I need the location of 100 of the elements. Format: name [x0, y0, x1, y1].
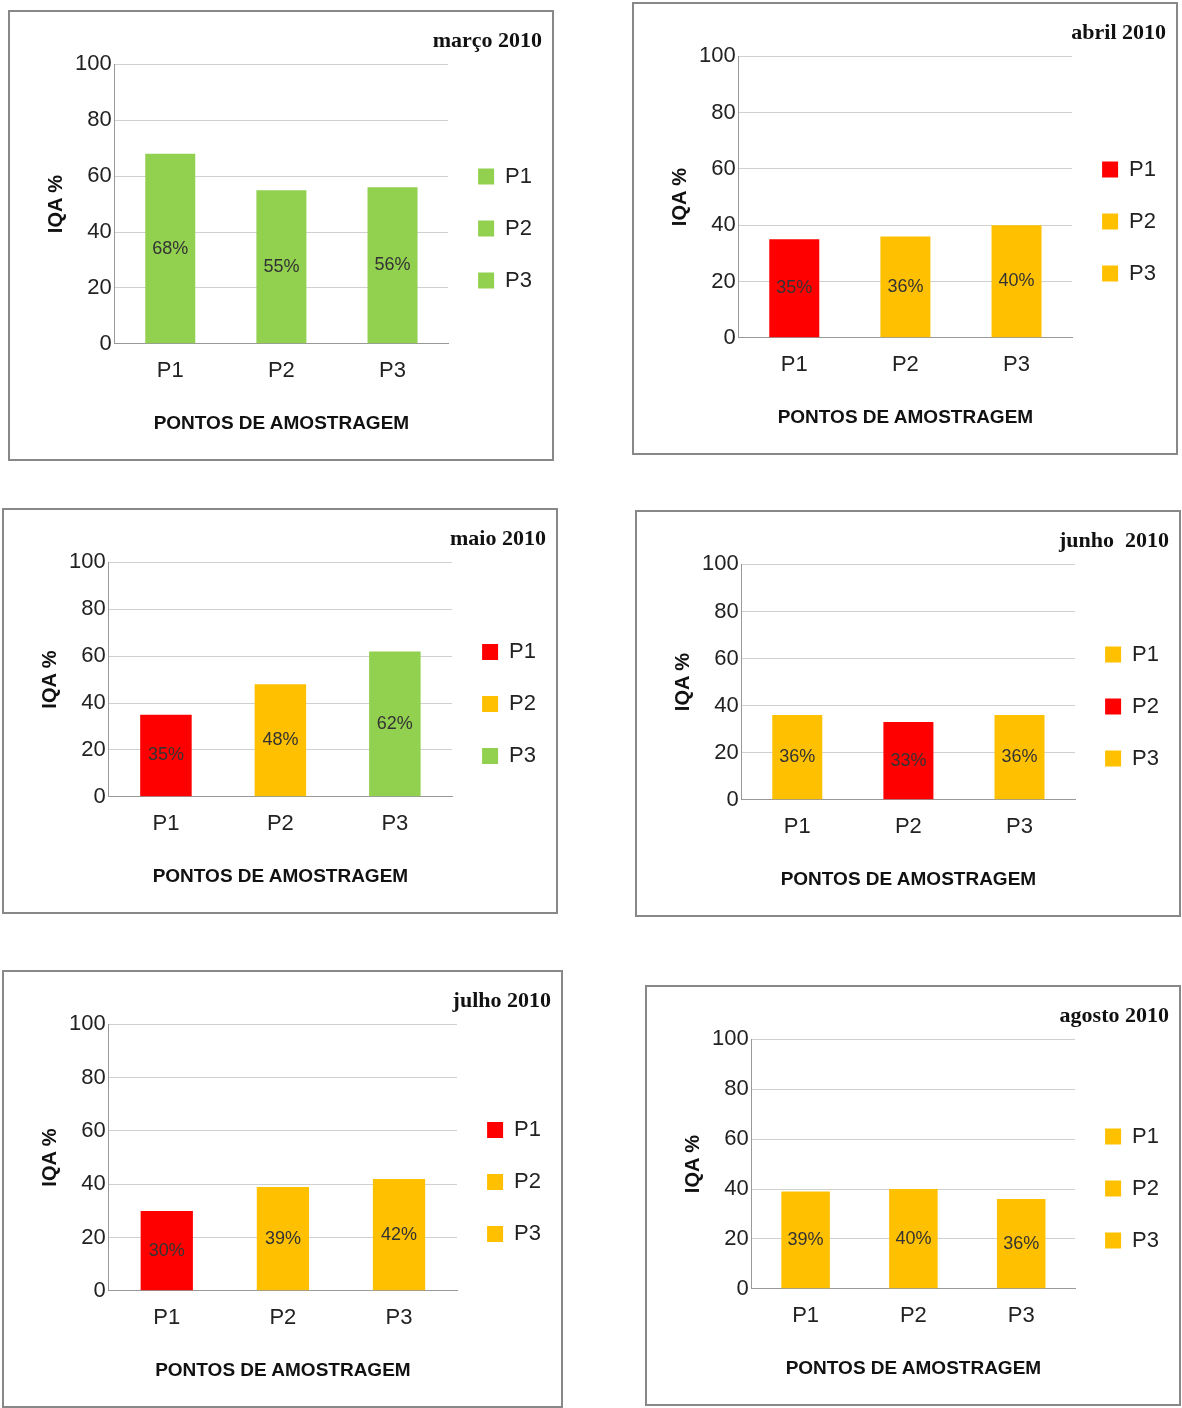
data-label: 62%: [376, 712, 413, 733]
x-tick-label: P3: [379, 357, 406, 383]
x-axis-title: PONTOS DE AMOSTRAGEM: [152, 864, 409, 886]
y-tick-label: 80: [81, 1063, 106, 1089]
data-label: 36%: [1003, 1232, 1040, 1253]
y-tick-label: 60: [714, 644, 739, 670]
legend-label: P1: [1132, 640, 1160, 666]
chart-title: junho 2010: [1057, 526, 1169, 552]
y-tick-label: 60: [711, 155, 736, 181]
x-tick-label: P1: [780, 351, 808, 377]
legend-label: P3: [1132, 1226, 1160, 1252]
legend-label: P3: [505, 266, 533, 292]
x-tick-label: P1: [152, 810, 180, 836]
y-tick-label: 0: [736, 1274, 749, 1300]
y-tick-label: 20: [724, 1224, 749, 1250]
y-tick-label: 20: [81, 735, 106, 761]
x-tick-label: P1: [792, 1302, 820, 1328]
y-tick-label: 0: [93, 782, 106, 808]
data-label: 36%: [1001, 746, 1038, 767]
x-tick-label: P3: [381, 810, 409, 836]
y-tick-label: 40: [87, 218, 112, 244]
legend-label: P2: [1129, 207, 1157, 233]
y-tick-label: 0: [723, 323, 736, 349]
x-tick-label: P3: [1006, 813, 1033, 839]
data-label: 48%: [262, 729, 299, 750]
y-tick-label: 60: [724, 1125, 749, 1151]
y-tick-label: 100: [711, 1025, 749, 1051]
data-label: 55%: [263, 255, 300, 276]
data-label: 68%: [152, 237, 189, 258]
text: julho 2010: [451, 986, 551, 1012]
y-tick-label: 80: [711, 98, 736, 124]
legend-label: P3: [509, 742, 537, 768]
y-axis-title: IQA %: [667, 167, 690, 227]
y-tick-label: 80: [87, 106, 112, 132]
x-tick-label: P3: [1007, 1302, 1035, 1328]
y-tick-label: 0: [99, 329, 112, 355]
x-axis-title: PONTOS DE AMOSTRAGEM: [153, 411, 410, 433]
legend-label: P1: [509, 638, 537, 664]
y-tick-label: 40: [714, 691, 739, 717]
x-tick-label: P3: [385, 1304, 413, 1330]
text: maio 2010: [450, 524, 546, 550]
x-tick-label: P1: [153, 1304, 181, 1330]
y-tick-label: 20: [81, 1223, 106, 1249]
legend-label: P2: [1132, 1174, 1160, 1200]
x-tick-label: P2: [899, 1302, 927, 1328]
y-tick-label: 100: [74, 50, 112, 76]
x-tick-label: P3: [1003, 351, 1030, 377]
legend-label: P1: [505, 162, 533, 188]
data-label: 56%: [374, 254, 411, 275]
legend-label: P3: [1132, 744, 1160, 770]
y-tick-label: 40: [81, 689, 106, 715]
y-axis-title: IQA %: [670, 652, 693, 712]
data-label: 40%: [998, 270, 1035, 291]
data-label: 33%: [890, 749, 927, 770]
y-tick-label: 100: [68, 1010, 106, 1036]
y-tick-label: 20: [714, 738, 739, 764]
y-tick-label: 100: [698, 42, 736, 68]
y-tick-label: 80: [714, 597, 739, 623]
data-label: 35%: [147, 744, 184, 765]
data-label: 30%: [148, 1239, 185, 1260]
x-tick-label: P2: [266, 810, 294, 836]
x-tick-label: P2: [891, 351, 919, 377]
x-axis-title: PONTOS DE AMOSTRAGEM: [155, 1358, 411, 1380]
legend-label: P2: [514, 1168, 542, 1194]
y-tick-label: 60: [81, 642, 106, 668]
y-axis-title: IQA %: [43, 174, 66, 234]
y-tick-label: 80: [81, 595, 106, 621]
data-label: 36%: [779, 746, 816, 767]
y-tick-label: 0: [93, 1276, 106, 1302]
chart-title: março 2010: [432, 26, 542, 52]
legend-label: P3: [1129, 259, 1157, 285]
y-tick-label: 40: [711, 211, 736, 237]
x-tick-label: P2: [267, 357, 295, 383]
y-tick-label: 60: [87, 162, 112, 188]
legend-label: P2: [505, 214, 533, 240]
legend-label: P1: [1129, 155, 1157, 181]
data-label: 40%: [895, 1227, 932, 1248]
y-axis-title: IQA %: [37, 1128, 60, 1187]
y-tick-label: 60: [81, 1117, 106, 1143]
y-tick-label: 40: [81, 1170, 106, 1196]
x-axis-title: PONTOS DE AMOSTRAGEM: [785, 1356, 1042, 1378]
data-label: 39%: [787, 1228, 824, 1249]
legend-label: P2: [509, 690, 537, 716]
y-axis-title: IQA %: [680, 1134, 703, 1194]
y-tick-label: 20: [711, 267, 736, 293]
chart-title: agosto 2010: [1059, 1001, 1169, 1027]
data-label: 36%: [887, 275, 924, 296]
y-tick-label: 100: [68, 548, 106, 574]
y-tick-label: 40: [724, 1175, 749, 1201]
data-label: 39%: [264, 1227, 301, 1248]
y-axis-title: IQA %: [37, 650, 60, 709]
legend-label: P2: [1132, 692, 1160, 718]
legend-label: P3: [514, 1220, 542, 1246]
text: abril 2010: [1071, 18, 1166, 44]
y-tick-label: 20: [87, 273, 112, 299]
x-axis-title: PONTOS DE AMOSTRAGEM: [780, 867, 1037, 889]
x-tick-label: P1: [156, 357, 184, 383]
y-tick-label: 100: [701, 550, 739, 576]
x-tick-label: P2: [894, 813, 922, 839]
y-tick-label: 80: [724, 1075, 749, 1101]
